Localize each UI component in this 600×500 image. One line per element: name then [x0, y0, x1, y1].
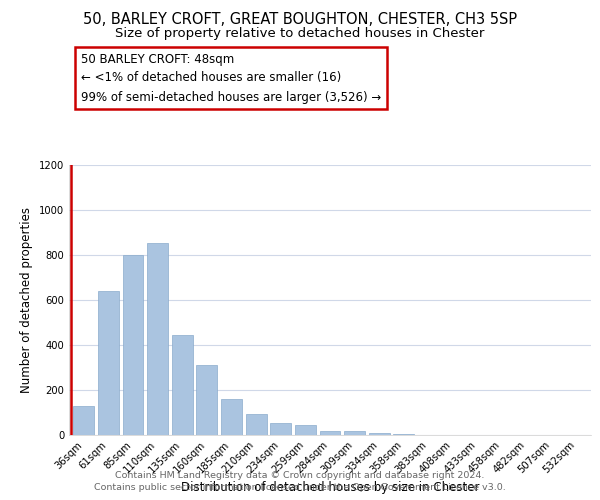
- Bar: [245, 414, 266, 435]
- Bar: [196, 365, 217, 435]
- Bar: [122, 255, 143, 435]
- Bar: [394, 434, 415, 435]
- Bar: [221, 399, 242, 435]
- X-axis label: Distribution of detached houses by size in Chester: Distribution of detached houses by size …: [181, 481, 479, 494]
- Bar: [295, 425, 316, 435]
- Bar: [73, 406, 94, 435]
- Bar: [147, 242, 168, 435]
- Text: Contains HM Land Registry data © Crown copyright and database right 2024.
Contai: Contains HM Land Registry data © Crown c…: [94, 471, 506, 492]
- Text: 50, BARLEY CROFT, GREAT BOUGHTON, CHESTER, CH3 5SP: 50, BARLEY CROFT, GREAT BOUGHTON, CHESTE…: [83, 12, 517, 28]
- Bar: [98, 291, 119, 435]
- Bar: [270, 422, 291, 435]
- Bar: [320, 430, 340, 435]
- Bar: [172, 335, 193, 435]
- Y-axis label: Number of detached properties: Number of detached properties: [20, 207, 34, 393]
- Text: Size of property relative to detached houses in Chester: Size of property relative to detached ho…: [115, 28, 485, 40]
- Text: 50 BARLEY CROFT: 48sqm
← <1% of detached houses are smaller (16)
99% of semi-det: 50 BARLEY CROFT: 48sqm ← <1% of detached…: [81, 52, 381, 104]
- Bar: [344, 430, 365, 435]
- Bar: [369, 432, 390, 435]
